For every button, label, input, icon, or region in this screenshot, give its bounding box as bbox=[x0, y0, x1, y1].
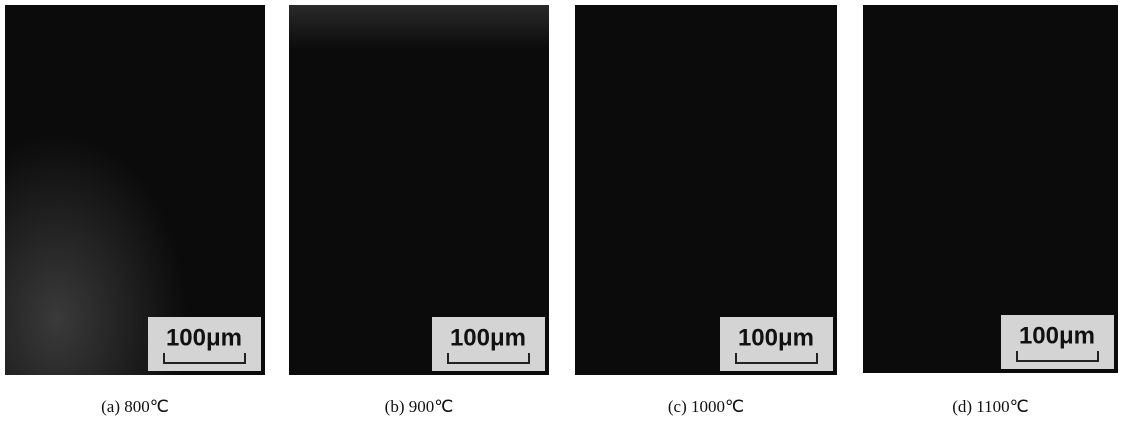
micrograph-panel: 100μm bbox=[289, 5, 549, 375]
caption: (a) 800℃ bbox=[101, 397, 169, 416]
scale-label: 100μm bbox=[738, 324, 814, 351]
micrograph-panel: 100μm bbox=[5, 5, 265, 375]
caption: (c) 1000℃ bbox=[668, 397, 744, 416]
scale-label: 100μm bbox=[166, 324, 242, 351]
micrograph-panel: 100μm bbox=[575, 5, 837, 375]
scale-label: 100μm bbox=[1019, 322, 1095, 349]
scale-label: 100μm bbox=[450, 324, 526, 351]
figure: 100μm (a) 800℃ 100μm (b) 900℃ 100μm (c) 1000℃… bbox=[0, 0, 1123, 433]
caption: (b) 900℃ bbox=[385, 397, 454, 416]
micrograph-panel: 100μm bbox=[863, 5, 1118, 373]
caption: (d) 1100℃ bbox=[952, 397, 1029, 416]
